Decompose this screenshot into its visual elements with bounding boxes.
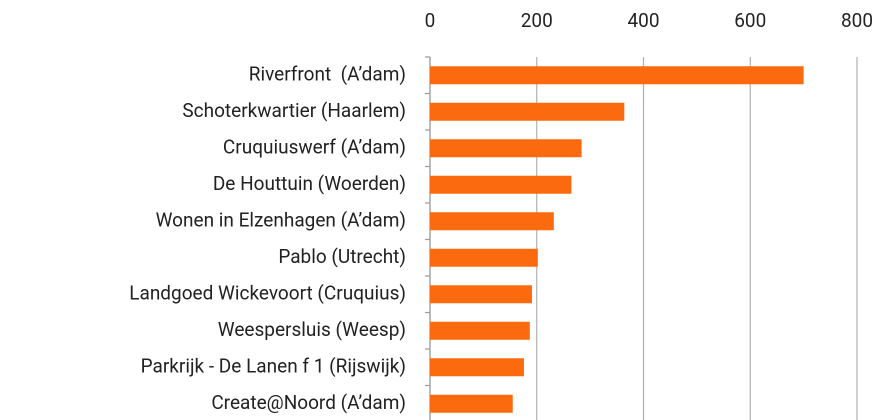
bar — [430, 248, 538, 267]
y-tick-label: Landgoed Wickevoort (Cruquius) — [129, 281, 406, 304]
y-tick-label: Pablo (Utrecht) — [278, 245, 406, 268]
bar — [430, 394, 513, 413]
bar — [430, 66, 804, 85]
bar — [430, 175, 572, 194]
bar — [430, 321, 530, 340]
y-tick-label: De Houttuin (Woerden) — [213, 172, 406, 195]
y-tick-label: Parkrijk - De Lanen f 1 (Rijswijk) — [141, 354, 406, 377]
y-tick-label: Cruquiuswerf (A’dam) — [223, 135, 406, 158]
y-tick-label: Wonen in Elzenhagen (A’dam) — [156, 208, 406, 231]
x-tick-label: 0 — [425, 9, 436, 32]
x-tick-label: 400 — [627, 9, 659, 32]
bar — [430, 212, 554, 231]
y-tick-label: Weespersluis (Weesp) — [218, 318, 406, 341]
bar — [430, 139, 582, 158]
bar — [430, 285, 532, 304]
x-tick-label: 600 — [734, 9, 766, 32]
x-tick-label: 800 — [841, 9, 873, 32]
y-tick-label: Schoterkwartier (Haarlem) — [182, 99, 406, 122]
y-tick-label: Create@Noord (A’dam) — [211, 391, 406, 414]
x-tick-label: 200 — [521, 9, 553, 32]
bar — [430, 102, 625, 121]
bar — [430, 358, 524, 377]
y-tick-label: Riverfront (A’dam) — [249, 62, 406, 85]
